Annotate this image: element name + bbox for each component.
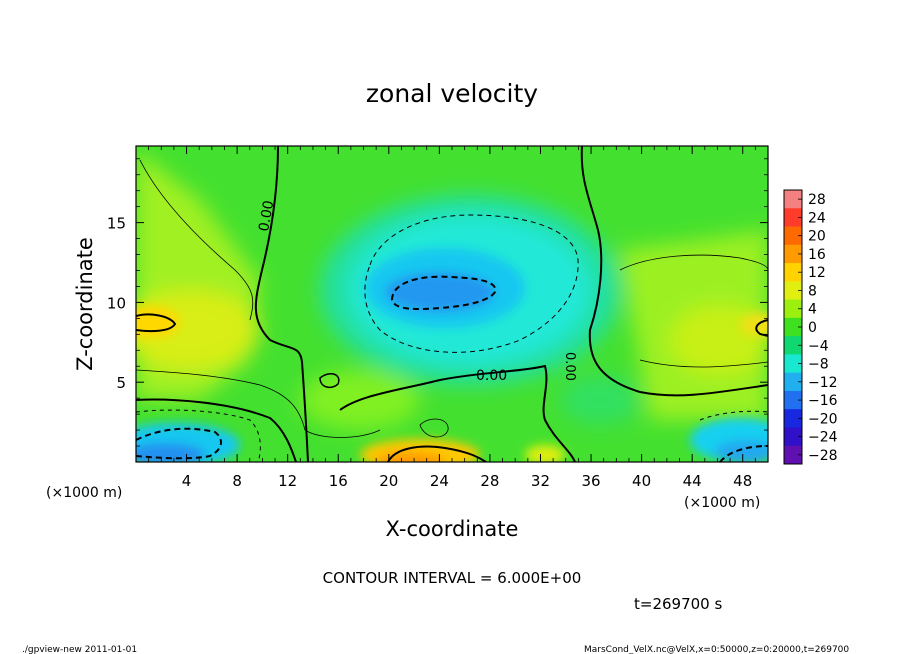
colorbar-swatch <box>784 390 802 410</box>
colorbar-label: 20 <box>808 229 826 245</box>
colorbar-swatch <box>784 427 802 447</box>
colorbar-label: −8 <box>808 357 829 373</box>
colorbar-swatch <box>784 299 802 319</box>
colorbar-label: −28 <box>808 448 838 464</box>
colorbar-label: 0 <box>808 320 817 336</box>
contour-label: 0.00 <box>256 199 277 232</box>
colorbar-label: 28 <box>808 192 826 208</box>
colorbar-label: −4 <box>808 338 829 354</box>
x-unit-label: (×1000 m) <box>684 495 760 511</box>
colorbar-swatch <box>784 445 802 465</box>
contour-interval-label: CONTOUR INTERVAL = 6.000E+00 <box>323 569 582 587</box>
time-label: t=269700 s <box>634 595 722 613</box>
colorbar-label: 4 <box>808 302 817 318</box>
y-tick-label: 10 <box>107 294 126 312</box>
colorbar-swatch <box>784 190 802 209</box>
colorbar-swatch <box>784 372 802 392</box>
heatmap-field <box>136 146 768 462</box>
y-unit-label: (×1000 m) <box>46 485 122 501</box>
colorbar-swatch <box>784 263 802 282</box>
y-axis: 5 10 15 <box>107 158 768 447</box>
y-tick-label: 5 <box>116 374 126 392</box>
y-tick-label: 15 <box>107 215 126 233</box>
colorbar-label: −16 <box>808 393 838 409</box>
colorbar-swatch <box>784 208 802 228</box>
colorbar-label: 8 <box>808 283 817 299</box>
colorbar-swatch <box>784 281 802 301</box>
colorbar: 28 24 20 16 12 8 4 0 −4 −8 −12 −16 −20 −24 −28 <box>783 189 838 465</box>
y-axis-label: Z-coordinate <box>73 237 97 371</box>
x-tick-label: 28 <box>480 472 499 490</box>
colorbar-swatch <box>784 226 802 246</box>
x-tick-label: 4 <box>182 472 192 490</box>
colorbar-swatch <box>784 244 802 264</box>
x-axis-label: X-coordinate <box>386 517 519 541</box>
colorbar-label: 16 <box>808 247 826 263</box>
footer-right: MarsCond_VelX.nc@VelX,x=0:50000,z=0:2000… <box>584 645 849 654</box>
colorbar-swatch <box>784 317 802 337</box>
x-tick-label: 24 <box>430 472 449 490</box>
x-tick-label: 36 <box>581 472 600 490</box>
colorbar-label: −20 <box>808 411 838 427</box>
x-tick-label: 12 <box>278 472 297 490</box>
colorbar-label: 12 <box>808 265 826 281</box>
x-tick-label: 48 <box>733 472 752 490</box>
colorbar-swatch <box>784 354 802 374</box>
x-axis: 4 8 12 16 20 24 28 32 36 40 44 48 <box>148 146 756 490</box>
x-tick-label: 16 <box>329 472 348 490</box>
x-tick-label: 40 <box>632 472 651 490</box>
chart-title: zonal velocity <box>366 79 538 108</box>
x-tick-label: 32 <box>531 472 550 490</box>
contour-label: 0.00 <box>476 368 507 384</box>
colorbar-label: −24 <box>808 430 838 446</box>
colorbar-label: −12 <box>808 375 838 391</box>
x-tick-label: 8 <box>232 472 242 490</box>
footer-left: ./gpview-new 2011-01-01 <box>22 645 137 654</box>
colorbar-label: 24 <box>808 210 826 226</box>
x-tick-label: 20 <box>379 472 398 490</box>
contour-label: 0.00 <box>562 352 577 381</box>
x-tick-label: 44 <box>683 472 702 490</box>
colorbar-swatch <box>784 336 802 355</box>
colorbar-swatch <box>784 409 802 428</box>
